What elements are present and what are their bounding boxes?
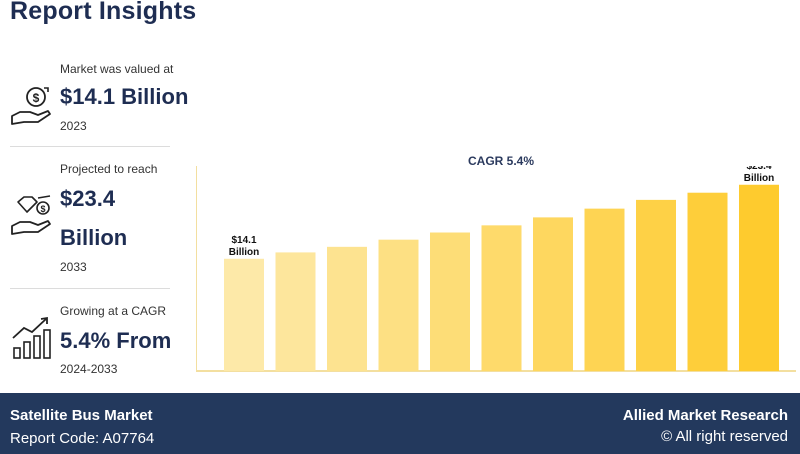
x-tick-label: 2029 (543, 377, 563, 378)
svg-text:$: $ (40, 204, 45, 214)
stat-value: 5.4% From (60, 328, 172, 353)
data-label-amount: $14.1 (231, 235, 256, 246)
x-tick-label: 2031 (646, 377, 666, 378)
diamond-hand-icon: $ (10, 194, 54, 238)
x-tick-label: 2023 (234, 377, 254, 378)
bar-2029 (533, 217, 573, 371)
stat-value: $14.1 Billion (60, 84, 189, 109)
bar-2025 (327, 246, 367, 371)
bar-2028 (481, 225, 522, 371)
stat-year: 2023 (60, 119, 87, 133)
data-label-unit: Billion (229, 247, 260, 258)
data-label-unit: Billion (744, 173, 775, 184)
stat-value-line2: Billion (60, 225, 128, 250)
page-title: Report Insights (10, 0, 197, 25)
x-tick-label: 2027 (440, 377, 460, 378)
stat-year: 2033 (60, 260, 87, 274)
report-code: Report Code: A07764 (10, 430, 155, 447)
stat-cagr: Growing at a CAGR 5.4% From 2024-2033 (10, 304, 182, 380)
chart-title: CAGR 5.4% (468, 154, 535, 168)
divider (10, 288, 170, 289)
bar-chart: 2023 2024 2025 2026 2027 2028 2029 2030 2031 2032… (195, 161, 796, 387)
market-name: Satellite Bus Market (10, 407, 153, 424)
stat-label: Market was valued at (60, 62, 174, 76)
stat-label: Growing at a CAGR (60, 304, 167, 318)
bar-2027 (430, 232, 470, 371)
dollar-hand-icon: $ (10, 84, 54, 128)
x-tick-label: 2025 (337, 377, 357, 378)
bar-2023 (224, 258, 264, 371)
bar-2031 (636, 199, 676, 371)
stat-market-value: $ Market was valued at $14.1 Billion 202… (10, 62, 188, 142)
data-label-amount: $23.4 (746, 166, 771, 172)
stat-label: Projected to reach (60, 162, 158, 176)
stat-value-line1: $23.4 (60, 186, 116, 211)
x-tick-label: 2032 (697, 377, 717, 378)
x-tick-label: 2030 (594, 377, 614, 378)
rights-text: © All right reserved (661, 428, 788, 445)
bar-2033 (739, 184, 779, 371)
bar-2026 (378, 239, 419, 371)
bar-2032 (687, 192, 728, 371)
stat-period: 2024-2033 (60, 362, 118, 376)
bar-2024 (275, 252, 316, 371)
svg-text:$: $ (33, 91, 40, 105)
footer-bar: Satellite Bus Market Report Code: A07764… (0, 393, 800, 454)
growth-chart-icon (10, 316, 54, 360)
stat-projected-value: $ Projected to reach $23.4 Billion 2033 (10, 162, 182, 280)
bar-2030 (584, 208, 625, 371)
x-tick-label: 2024 (285, 377, 305, 378)
x-tick-label: 2026 (388, 377, 408, 378)
divider (10, 146, 170, 147)
company-name: Allied Market Research (622, 407, 788, 424)
bar-chart-svg: 2023 2024 2025 2026 2027 2028 2029 2030 2031 2032… (195, 161, 796, 387)
x-tick-label: 2033 (749, 377, 769, 378)
x-tick-label: 2028 (491, 377, 511, 378)
